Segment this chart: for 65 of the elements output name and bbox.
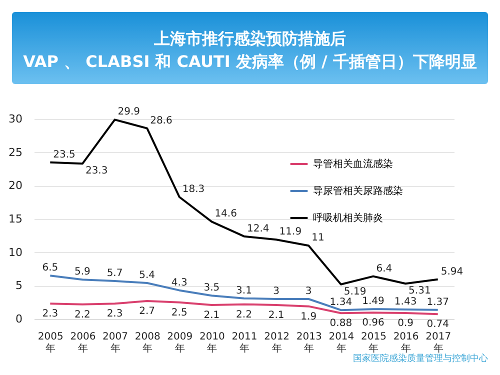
x-tick-label: 2005年 bbox=[38, 332, 64, 354]
data-label: 5.9 bbox=[74, 266, 90, 278]
data-label: 2.2 bbox=[236, 309, 252, 320]
chart-subtitle: VAP 、 CLABSI 和 CAUTI 发病率（例 / 千插管日）下降明显 bbox=[22, 52, 478, 73]
data-label: 11 bbox=[312, 232, 324, 244]
data-label: 0.9 bbox=[398, 318, 414, 329]
data-label: 2.5 bbox=[171, 307, 188, 318]
data-label: 5.31 bbox=[408, 286, 431, 297]
data-label: 29.9 bbox=[118, 106, 140, 118]
chart-title: 上海市推行感染预防措施后 bbox=[153, 29, 347, 50]
data-label: 5.19 bbox=[344, 286, 366, 298]
y-tick-label: 25 bbox=[8, 146, 22, 159]
data-label: 5.4 bbox=[139, 270, 156, 281]
legend-label: 导尿管相关尿路感染 bbox=[313, 185, 403, 197]
y-tick-label: 0 bbox=[16, 312, 22, 326]
text: 国家医院感染质量管理与控制中心 bbox=[353, 353, 488, 365]
data-label: 3.1 bbox=[236, 285, 252, 296]
data-label: 18.3 bbox=[182, 184, 205, 195]
data-label: 2.1 bbox=[204, 310, 220, 321]
data-label: 3 bbox=[305, 286, 312, 297]
x-tick-label: 2010年 bbox=[199, 332, 225, 354]
data-label: 0.88 bbox=[330, 318, 352, 330]
data-label: 11.9 bbox=[279, 226, 302, 238]
x-tick-label: 2007年 bbox=[102, 332, 128, 354]
data-label: 6.5 bbox=[42, 262, 58, 274]
data-label: 5.94 bbox=[440, 266, 464, 278]
x-tick-label: 2011年 bbox=[232, 332, 258, 354]
data-label: 6.4 bbox=[376, 263, 392, 274]
data-label: 5.7 bbox=[106, 268, 123, 279]
y-tick-label: 5 bbox=[16, 279, 22, 292]
data-label: 1.9 bbox=[300, 311, 317, 322]
y-tick-label: 20 bbox=[8, 179, 22, 192]
data-label: 0.74 bbox=[426, 319, 449, 330]
data-label: 3.5 bbox=[204, 282, 220, 294]
x-tick-label: 2015年 bbox=[361, 332, 386, 354]
data-label: 2.3 bbox=[106, 308, 123, 320]
legend-label: 呼吸机相关肺炎 bbox=[313, 212, 383, 224]
data-label: 3 bbox=[273, 286, 280, 297]
x-tick-label: 2009年 bbox=[167, 332, 193, 354]
data-label: 2.3 bbox=[42, 308, 58, 320]
legend-label: 导管相关血流感染 bbox=[313, 158, 393, 170]
x-tick-label: 2017年 bbox=[426, 332, 452, 354]
data-label: 0.96 bbox=[362, 318, 384, 329]
x-tick-label: 2013年 bbox=[296, 332, 322, 354]
x-tick-label: 2016年 bbox=[393, 332, 419, 354]
data-label: 14.6 bbox=[214, 208, 237, 220]
data-label: 23.3 bbox=[85, 166, 108, 177]
x-tick-label: 2014年 bbox=[328, 332, 354, 354]
x-tick-label: 2012年 bbox=[264, 332, 290, 354]
data-label: 2.2 bbox=[74, 309, 90, 320]
data-label: 1.37 bbox=[426, 296, 449, 308]
data-label: 1.34 bbox=[330, 297, 352, 308]
y-tick-label: 10 bbox=[8, 246, 22, 259]
data-label: 1.49 bbox=[362, 296, 384, 308]
data-label: 23.5 bbox=[53, 149, 76, 160]
data-label: 2.1 bbox=[268, 310, 284, 321]
data-label: 2.7 bbox=[139, 306, 156, 317]
data-label: 4.3 bbox=[171, 277, 188, 288]
data-label: 12.4 bbox=[247, 223, 270, 234]
y-tick-label: 30 bbox=[8, 112, 22, 126]
x-tick-label: 2006年 bbox=[70, 332, 96, 354]
y-tick-label: 15 bbox=[8, 212, 22, 226]
data-label: 28.6 bbox=[150, 115, 172, 126]
data-label: 1.43 bbox=[394, 296, 417, 308]
x-tick-label: 2008年 bbox=[134, 332, 160, 354]
